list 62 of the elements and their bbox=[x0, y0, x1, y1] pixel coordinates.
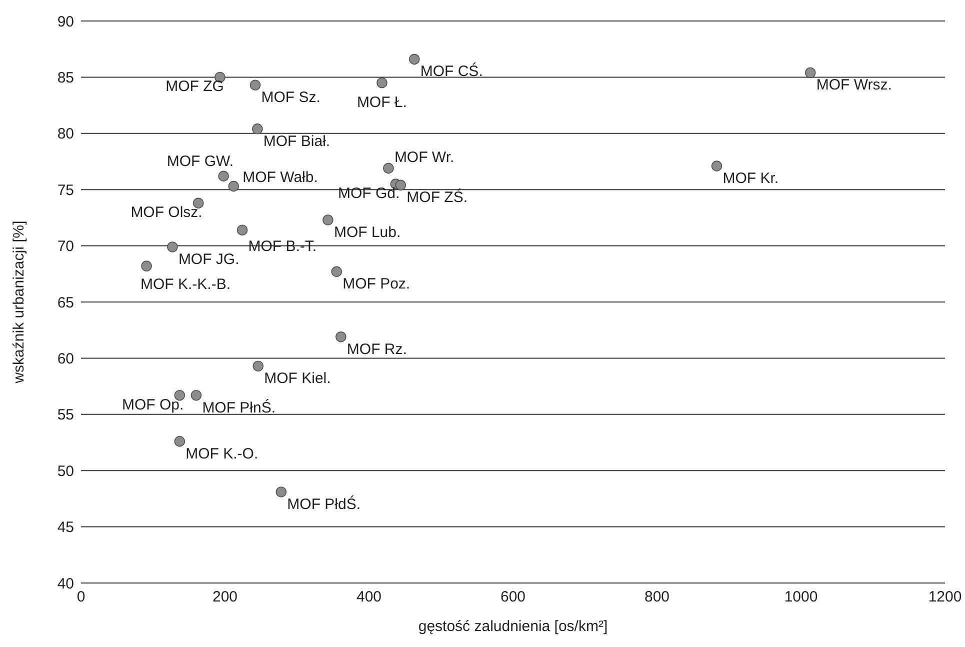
point bbox=[250, 80, 261, 90]
y-tick-label: 85 bbox=[57, 70, 74, 87]
data-label: MOF GW. bbox=[166, 153, 234, 170]
point bbox=[236, 224, 248, 236]
data-label: MOF Poz. bbox=[342, 276, 410, 293]
data-label: MOF Kr. bbox=[722, 170, 779, 187]
y-tick-label: 90 bbox=[57, 13, 74, 30]
point bbox=[331, 266, 342, 277]
data-label: MOF Ł. bbox=[356, 94, 407, 111]
data-label: MOF PłdŚ. bbox=[287, 494, 361, 513]
x-tick-label: 200 bbox=[212, 588, 238, 606]
point bbox=[228, 180, 239, 192]
x-tick-label: 0 bbox=[76, 588, 86, 606]
point bbox=[174, 436, 185, 447]
point bbox=[711, 160, 722, 172]
x-tick-label: 1000 bbox=[784, 588, 818, 606]
y-tick-label: 45 bbox=[57, 519, 74, 536]
data-label: MOF Biał. bbox=[263, 132, 330, 150]
data-label: MOF K.-K.-B. bbox=[140, 276, 231, 294]
data-label: MOF Rz. bbox=[346, 340, 407, 358]
point bbox=[322, 214, 334, 226]
data-label: MOF Op. bbox=[122, 396, 184, 414]
data-label: MOF Wrsz. bbox=[816, 76, 892, 94]
point bbox=[190, 390, 202, 401]
x-tick-label: 1200 bbox=[928, 588, 962, 606]
data-label: MOF Wr. bbox=[394, 149, 454, 166]
x-tick-label: 600 bbox=[500, 588, 526, 606]
point bbox=[805, 67, 816, 78]
data-label: MOF Sz. bbox=[261, 89, 320, 106]
point bbox=[252, 360, 264, 372]
data-label: MOF Wałb. bbox=[242, 169, 318, 186]
data-label: MOF Lub. bbox=[334, 224, 401, 241]
point bbox=[409, 54, 420, 65]
x-tick-label: 400 bbox=[356, 588, 382, 606]
data-label: MOF Gd. bbox=[338, 184, 400, 202]
y-tick-label: 80 bbox=[57, 126, 74, 143]
point bbox=[218, 170, 229, 182]
x-tick-label: 800 bbox=[644, 588, 670, 606]
data-label: MOF K.-O. bbox=[186, 445, 258, 462]
y-tick-label: 70 bbox=[57, 238, 74, 256]
data-label: MOF ZG bbox=[166, 78, 224, 96]
data-label: MOF PłnŚ. bbox=[202, 398, 276, 416]
x-axis-title: gęstość zaludnienia [os/km²] bbox=[418, 618, 608, 635]
data-label: MOF ZŚ. bbox=[406, 188, 468, 206]
data-label: MOF CŚ. bbox=[420, 62, 483, 80]
y-tick-label: 60 bbox=[57, 350, 74, 368]
point bbox=[376, 77, 388, 88]
data-label: MOF Kiel. bbox=[264, 370, 331, 388]
point bbox=[252, 124, 263, 134]
data-label: MOF Olsz. bbox=[130, 204, 202, 222]
y-tick-label: 50 bbox=[57, 462, 74, 480]
y-tick-label: 65 bbox=[57, 294, 74, 312]
y-tick-label: 55 bbox=[57, 406, 74, 424]
y-tick-label: 75 bbox=[57, 182, 74, 199]
y-tick-label: 40 bbox=[57, 575, 74, 592]
point bbox=[167, 242, 178, 252]
point bbox=[141, 260, 152, 272]
y-axis-title: wskaźnik urbanizacji [%] bbox=[10, 220, 28, 384]
data-label: MOF JG. bbox=[178, 250, 240, 268]
point bbox=[336, 331, 346, 342]
point bbox=[276, 486, 287, 498]
point bbox=[383, 162, 394, 174]
